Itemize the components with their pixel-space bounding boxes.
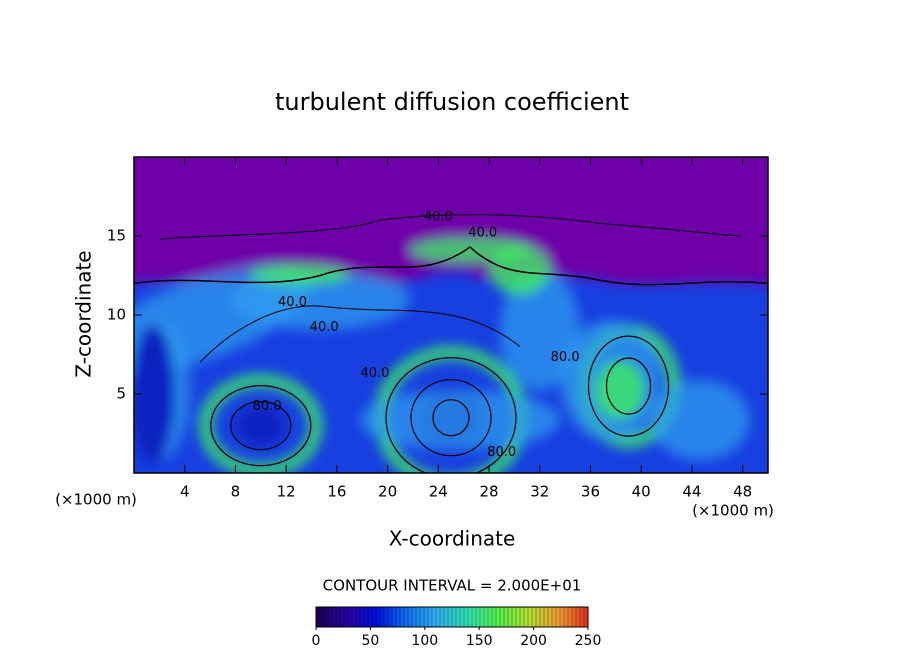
colorbar-tick-label: 250 [575,633,602,649]
y-tick-label: 15 [107,227,126,245]
colorbar-tick-label: 200 [520,633,547,649]
x-tick-label: 4 [180,483,190,501]
contour-label: 40.0 [310,320,339,335]
y-tick-label: 10 [107,306,126,324]
contour-label: 40.0 [360,366,389,381]
contour-line [605,357,652,415]
x-tick-label: 28 [479,483,498,501]
vortex-ring [198,373,323,473]
colorbar-tick-label: 0 [312,633,321,649]
x-tick-label: 20 [378,483,397,501]
x-tick-label: 40 [632,483,651,501]
contour-line [385,357,517,473]
contour-line [410,379,492,457]
contour-line [587,335,670,437]
upper-region [134,157,768,286]
x-tick-label: 12 [277,483,296,501]
x-tick-label: 8 [231,483,241,501]
contour-label: 80.0 [551,350,580,365]
vortex-core [236,405,286,446]
x-axis-label: X-coordinate [389,527,516,551]
contour-line [230,401,292,451]
contour-line [432,399,470,437]
shear-band [360,390,560,450]
chart-title: turbulent diffusion coefficient [275,88,629,116]
x-unit-label: (×1000 m) [692,502,774,520]
x-tick-label: 48 [733,483,752,501]
x-tick-label: 32 [530,483,549,501]
contour-line [159,214,741,240]
front-zone [250,265,350,285]
x-tick-label: 24 [429,483,448,501]
y-tick-label: 5 [116,385,126,403]
contour-label: 40.0 [424,210,453,225]
contour-label: 40.0 [468,225,497,240]
contour-line [199,305,521,363]
contour-label: 80.0 [487,445,516,460]
shear-band [230,270,410,330]
shear-band [650,380,750,460]
shear-band [500,270,580,390]
contour-line [210,385,312,467]
front-zone [595,360,645,420]
colorbar-tick-label: 50 [361,633,379,649]
x-tick-label: 16 [327,483,346,501]
contour-line [134,246,768,286]
colorbar-tick-label: 150 [466,633,493,649]
contour-label: 80.0 [253,399,282,414]
field-core [134,324,176,464]
x-tick-label: 36 [581,483,600,501]
y-axis-label: Z-coordinate [72,250,96,377]
field-blend [134,157,768,473]
contour-interval: CONTOUR INTERVAL = 2.000E+01 [323,577,582,595]
y-unit-label: (×1000 m) [55,491,137,509]
front-zone [490,245,550,295]
x-tick-label: 44 [682,483,701,501]
colorbar-tick-label: 100 [411,633,438,649]
contour-label: 40.0 [278,295,307,310]
contour-field [134,157,768,473]
